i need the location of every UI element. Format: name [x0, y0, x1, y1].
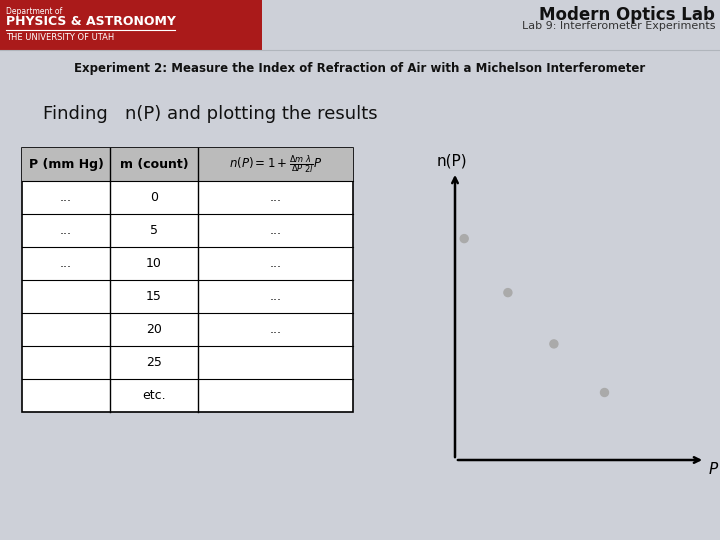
Text: Lab 9: Interferometer Experiments: Lab 9: Interferometer Experiments	[521, 21, 715, 31]
Circle shape	[600, 388, 608, 396]
Circle shape	[460, 234, 468, 242]
Bar	[22, 148, 353, 412]
Text: 25: 25	[146, 356, 162, 369]
Bar	[22, 148, 353, 181]
Text: ...: ...	[269, 290, 282, 303]
Text: Department of: Department of	[6, 7, 62, 16]
Text: $n(P)=1+\frac{\Delta m}{\Delta P}\frac{\lambda}{2l}P$: $n(P)=1+\frac{\Delta m}{\Delta P}\frac{\…	[229, 153, 322, 176]
Text: 15: 15	[146, 290, 162, 303]
Text: ...: ...	[60, 224, 72, 237]
Text: ...: ...	[60, 257, 72, 270]
Text: Experiment 2: Measure the Index of Refraction of Air with a Michelson Interferom: Experiment 2: Measure the Index of Refra…	[74, 62, 646, 75]
Text: ...: ...	[269, 224, 282, 237]
Text: m (count): m (count)	[120, 158, 189, 171]
Text: PHYSICS & ASTRONOMY: PHYSICS & ASTRONOMY	[6, 15, 176, 28]
Text: THE UNIVERSITY OF UTAH: THE UNIVERSITY OF UTAH	[6, 33, 114, 42]
Text: ...: ...	[269, 323, 282, 336]
Text: n(P): n(P)	[437, 153, 467, 168]
Text: ...: ...	[60, 191, 72, 204]
Text: 5: 5	[150, 224, 158, 237]
Text: 10: 10	[146, 257, 162, 270]
Text: Modern Optics Lab: Modern Optics Lab	[539, 6, 715, 24]
Text: ...: ...	[269, 191, 282, 204]
Text: etc.: etc.	[142, 389, 166, 402]
Text: ...: ...	[269, 257, 282, 270]
Text: P: P	[709, 462, 719, 477]
Text: Finding   n(P) and plotting the results: Finding n(P) and plotting the results	[42, 105, 377, 123]
Text: 20: 20	[146, 323, 162, 336]
Text: P (mm Hg): P (mm Hg)	[29, 158, 104, 171]
Bar	[0, 0, 262, 50]
Circle shape	[504, 288, 512, 296]
Text: 0: 0	[150, 191, 158, 204]
Circle shape	[550, 340, 558, 348]
